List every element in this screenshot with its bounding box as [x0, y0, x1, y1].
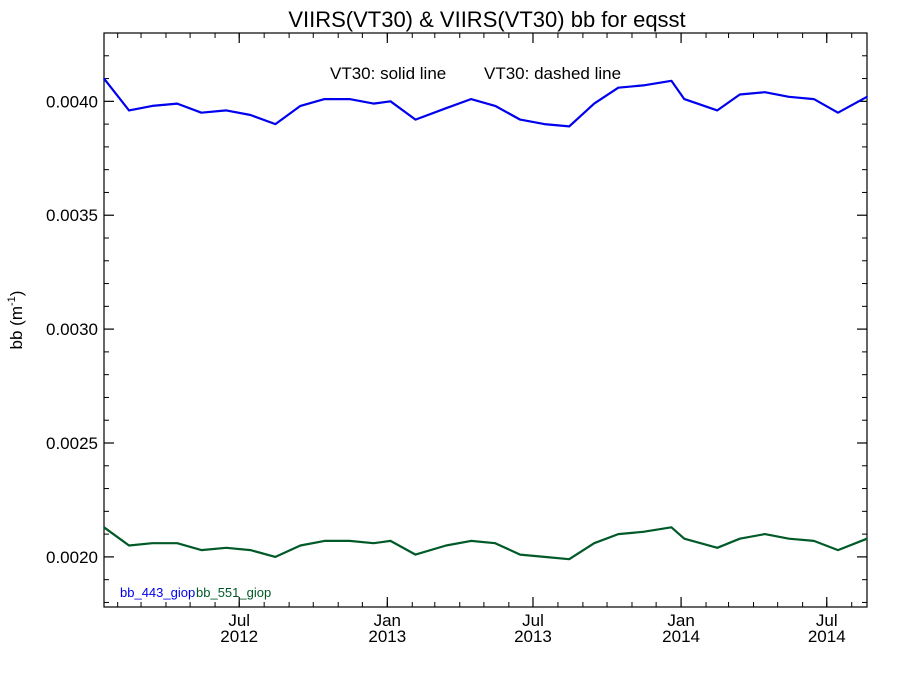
series-line-bb_551_giop: [103, 526, 868, 561]
data-point-bb_551_giop: [389, 540, 392, 542]
y-axis-label: bb (m-1): [6, 291, 26, 350]
data-point-bb_551_giop: [739, 537, 741, 540]
data-point-bb_443_giop: [494, 105, 496, 107]
data-point-bb_443_giop: [683, 98, 686, 100]
data-point-bb_443_giop: [543, 123, 546, 125]
x-tick-label-month: Jul: [228, 611, 250, 630]
y-axis-label-main: bb (m: [7, 306, 26, 349]
data-point-bb_551_giop: [837, 549, 839, 551]
data-point-bb_443_giop: [274, 123, 277, 125]
data-point-bb_443_giop: [617, 86, 620, 89]
data-point-bb_551_giop: [176, 542, 179, 545]
data-point-bb_443_giop: [470, 98, 472, 100]
series-lines: [103, 77, 868, 561]
data-point-bb_443_giop: [670, 80, 673, 82]
data-point-bb_551_giop: [299, 544, 302, 547]
data-point-bb_551_giop: [470, 540, 472, 542]
data-point-bb_443_giop: [642, 84, 645, 87]
data-point-bb_443_giop: [739, 93, 741, 96]
data-point-bb_551_giop: [519, 553, 521, 556]
data-point-bb_551_giop: [151, 542, 154, 545]
y-tick-label: 0.0035: [46, 206, 98, 225]
data-point-bb_443_giop: [372, 102, 375, 105]
legend: bb_443_giop bb_551_giop: [120, 585, 271, 600]
legend-entry-bb_551_giop: bb_551_giop: [196, 585, 271, 600]
x-tick-label-year: 2012: [220, 627, 258, 646]
x-tick-label-year: 2013: [368, 627, 406, 646]
data-point-bb_551_giop: [323, 540, 326, 542]
data-point-bb_443_giop: [200, 111, 203, 114]
plot-area-frame: [103, 32, 868, 608]
y-tick-label: 0.0040: [46, 92, 98, 111]
data-point-bb_551_giop: [372, 542, 375, 545]
data-point-bb_443_giop: [716, 109, 719, 112]
data-point-bb_443_giop: [225, 109, 228, 112]
data-point-bb_443_giop: [445, 107, 447, 109]
x-tick-label-month: Jul: [522, 611, 544, 630]
data-point-bb_551_giop: [670, 526, 673, 529]
data-point-bb_551_giop: [617, 533, 620, 535]
data-point-bb_551_giop: [128, 544, 130, 547]
data-point-bb_443_giop: [519, 118, 521, 121]
legend-entry-bb_443_giop: bb_443_giop: [120, 585, 195, 600]
data-point-bb_443_giop: [837, 111, 839, 114]
data-point-bb_551_giop: [763, 533, 766, 535]
annotation-solid-line: VT30: solid line: [330, 64, 446, 83]
data-point-bb_443_giop: [568, 125, 571, 128]
data-point-bb_551_giop: [103, 526, 105, 529]
data-point-bb_443_giop: [299, 105, 302, 107]
data-point-bb_551_giop: [445, 544, 447, 547]
data-point-bb_551_giop: [543, 556, 546, 558]
data-point-bb_551_giop: [683, 537, 686, 540]
y-axis-label-close: ): [7, 291, 26, 297]
y-axis-label-superscript: -1: [6, 296, 18, 306]
annotation-dashed-line: VT30: dashed line: [484, 64, 621, 83]
data-point-bb_551_giop: [593, 542, 595, 545]
data-point-bb_443_giop: [593, 102, 595, 105]
y-tick-label: 0.0030: [46, 320, 98, 339]
x-tick-label-year: 2013: [514, 627, 552, 646]
data-point-bb_443_giop: [866, 95, 868, 98]
data-point-bb_551_giop: [866, 537, 868, 540]
data-point-bb_551_giop: [225, 546, 228, 549]
data-point-bb_443_giop: [389, 100, 392, 103]
data-point-bb_551_giop: [274, 556, 277, 558]
data-point-bb_551_giop: [494, 542, 496, 545]
data-point-bb_443_giop: [103, 77, 105, 80]
data-point-bb_551_giop: [249, 549, 252, 551]
x-tick-label-month: Jan: [374, 611, 401, 630]
data-point-bb_443_giop: [323, 98, 326, 100]
data-point-bb_551_giop: [813, 540, 815, 542]
data-point-bb_443_giop: [128, 109, 130, 112]
data-point-bb_443_giop: [763, 91, 766, 94]
data-point-bb_551_giop: [716, 546, 719, 549]
x-tick-label-year: 2014: [808, 627, 846, 646]
data-point-bb_443_giop: [414, 118, 417, 121]
data-point-bb_551_giop: [348, 540, 351, 542]
data-point-bb_551_giop: [200, 549, 203, 551]
data-point-bb_551_giop: [642, 531, 645, 533]
chart-title: VIIRS(VT30) & VIIRS(VT30) bb for eqsst: [288, 7, 685, 32]
data-point-bb_443_giop: [176, 102, 179, 105]
data-point-bb_443_giop: [151, 105, 154, 107]
axis-ticks: 0.00200.00250.00300.00350.0040Jul2012Jan…: [46, 32, 867, 646]
x-tick-label-month: Jul: [816, 611, 838, 630]
data-point-bb_551_giop: [414, 553, 417, 556]
data-point-bb_443_giop: [348, 98, 351, 100]
data-point-bb_551_giop: [788, 537, 790, 540]
series-line-bb_443_giop: [103, 77, 868, 128]
data-point-bb_443_giop: [249, 114, 252, 116]
data-point-bb_443_giop: [788, 95, 790, 98]
x-tick-label-month: Jan: [667, 611, 694, 630]
data-point-bb_443_giop: [813, 98, 815, 100]
y-tick-label: 0.0025: [46, 434, 98, 453]
y-tick-label: 0.0020: [46, 548, 98, 567]
x-tick-label-year: 2014: [662, 627, 700, 646]
data-point-bb_551_giop: [568, 558, 571, 560]
